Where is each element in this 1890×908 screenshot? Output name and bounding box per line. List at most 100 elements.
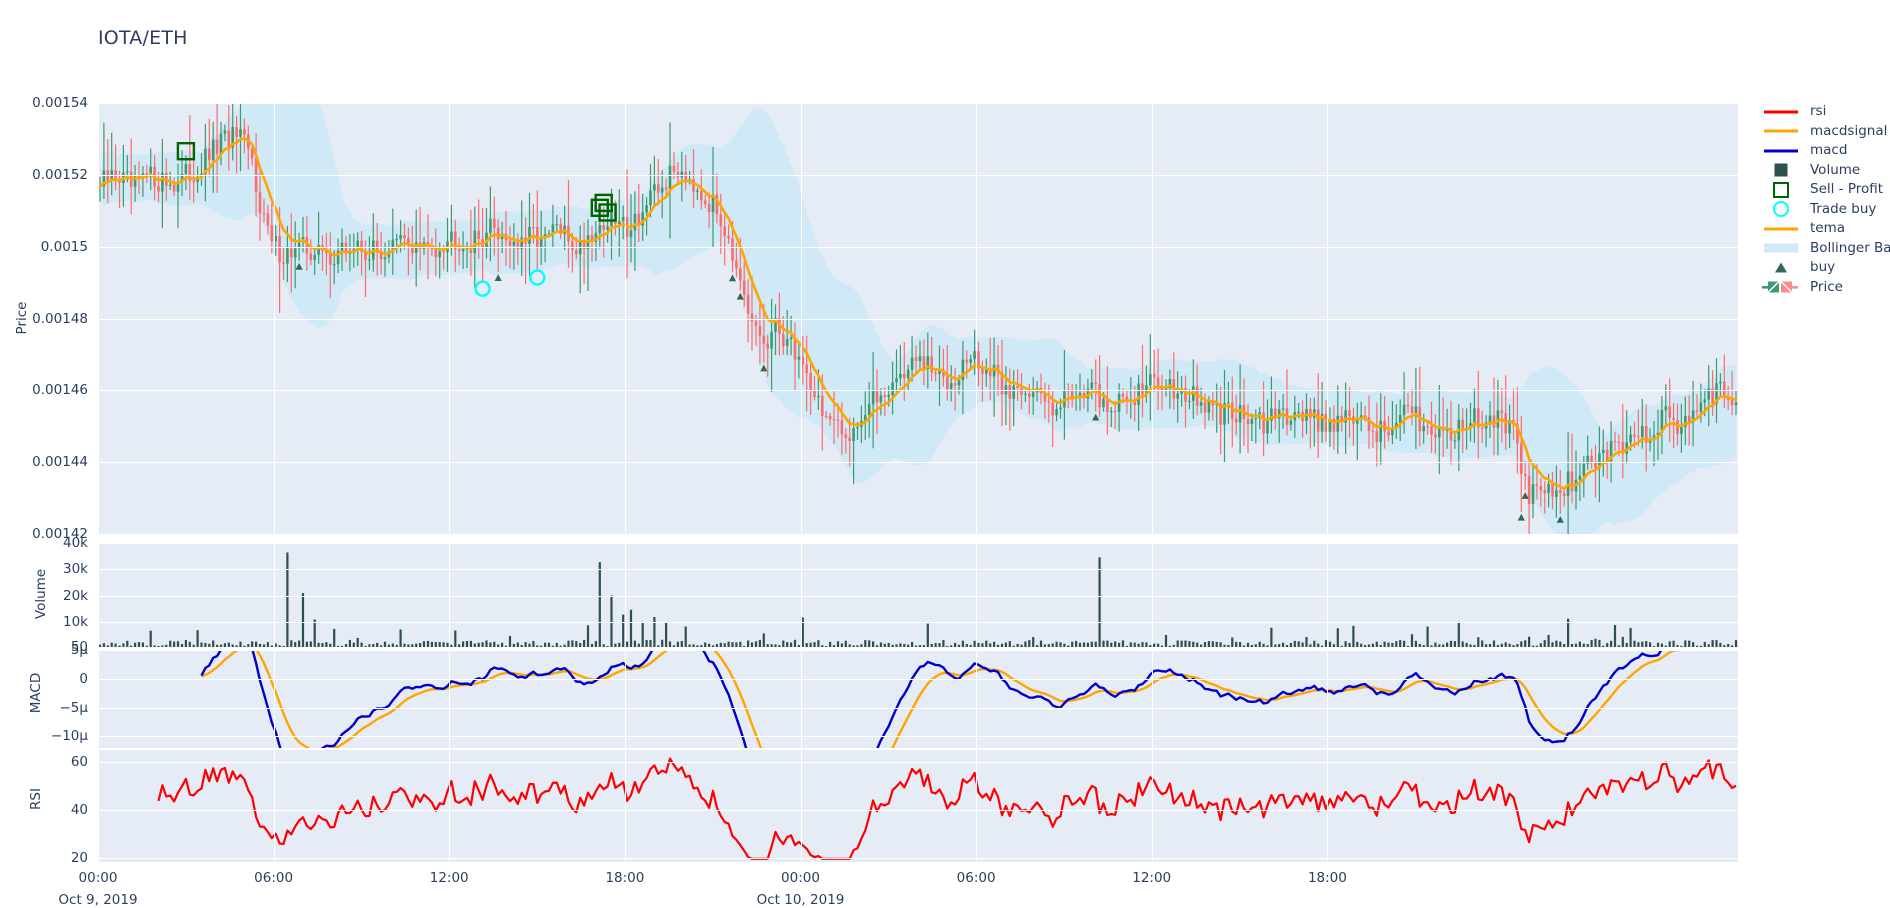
- volume-plot-area[interactable]: [98, 543, 1738, 648]
- price-ytick: 0.00152: [32, 166, 88, 183]
- legend-label: Sell - Profit: [1810, 181, 1884, 197]
- volume-ytick: 40k: [63, 535, 88, 551]
- volume-ytick: 20k: [63, 587, 88, 604]
- gridline-v: [449, 103, 451, 534]
- xtick: 00:00: [781, 870, 820, 886]
- legend-item-buy[interactable]: buy: [1760, 258, 1890, 278]
- gridline-v: [800, 543, 802, 648]
- macd-series-layer: [200, 650, 1696, 748]
- gridline-v: [449, 650, 451, 748]
- price-ytick: 0.00146: [32, 382, 88, 399]
- gridline-v: [624, 103, 626, 534]
- volume-axis-title: Volume: [33, 568, 49, 620]
- gridline-v: [976, 543, 978, 648]
- legend-item-sell-profit[interactable]: Sell - Profit: [1760, 180, 1890, 200]
- gridline-v: [98, 103, 99, 534]
- rsi-series-layer: [157, 757, 1737, 860]
- gridline-h: [98, 707, 1738, 709]
- gridline-v: [976, 650, 978, 748]
- xtick: 06:00: [956, 870, 996, 886]
- legend-label: Volume: [1810, 161, 1861, 178]
- gridline-h: [98, 647, 1738, 648]
- gridline-v: [98, 650, 99, 748]
- legend-item-price[interactable]: Price: [1760, 278, 1890, 298]
- gridline-h: [98, 650, 1738, 651]
- gridline-h: [98, 318, 1738, 320]
- gridline-v: [624, 543, 626, 648]
- gridline-v: [1327, 543, 1329, 648]
- legend-square-filled-icon: [1760, 161, 1802, 181]
- macd-ytick: 0: [79, 670, 88, 687]
- gridline-v: [976, 750, 978, 862]
- price-ytick: 0.00148: [32, 310, 88, 327]
- legend-item-volume[interactable]: Volume: [1760, 161, 1890, 181]
- gridline-v: [98, 750, 99, 862]
- gridline-v: [1327, 650, 1329, 748]
- volume-series-layer: [98, 552, 1738, 648]
- price-plot-area[interactable]: [98, 103, 1738, 534]
- xaxis-date-label: Oct 10, 2019: [756, 892, 845, 908]
- legend[interactable]: rsi macdsignal macd Volume Sell - Profit: [1760, 102, 1890, 297]
- macd-ytick: 5µ: [70, 642, 88, 658]
- legend-line-icon: [1760, 219, 1802, 239]
- legend-line-icon: [1760, 122, 1802, 142]
- rsi-ytick: 20: [70, 850, 88, 866]
- legend-label: Price: [1810, 278, 1843, 295]
- gridline-v: [1151, 543, 1153, 648]
- gridline-h: [98, 595, 1738, 597]
- gridline-v: [1151, 750, 1153, 862]
- gridline-v: [449, 750, 451, 862]
- legend-item-rsi[interactable]: rsi: [1760, 102, 1890, 122]
- legend-label: macdsignal: [1810, 122, 1888, 139]
- legend-line-icon: [1760, 141, 1802, 161]
- price-ytick: 0.00142: [32, 526, 88, 542]
- gridline-v: [624, 750, 626, 862]
- legend-line-icon: [1760, 102, 1802, 122]
- gridline-v: [449, 543, 451, 648]
- legend-label: rsi: [1810, 103, 1827, 119]
- xtick: 06:00: [254, 870, 294, 886]
- price-ytick: 0.0015: [40, 238, 88, 255]
- macd-plot-area[interactable]: [98, 650, 1738, 748]
- legend-item-macdsignal[interactable]: macdsignal: [1760, 122, 1890, 142]
- gridline-v: [800, 750, 802, 862]
- macd-ytick: −10µ: [50, 728, 88, 745]
- legend-label: tema: [1810, 220, 1846, 236]
- xtick: 12:00: [1132, 870, 1172, 886]
- xtick: 00:00: [78, 870, 118, 886]
- legend-label: Bollinger Band: [1810, 239, 1890, 256]
- legend-circle-open-icon: [1760, 200, 1802, 220]
- price-ytick: 0.00144: [32, 454, 88, 471]
- xtick: 18:00: [1307, 870, 1347, 886]
- volume-ytick: 30k: [63, 561, 88, 578]
- rsi-ytick: 60: [70, 754, 88, 770]
- legend-triangle-up-icon: [1760, 258, 1802, 278]
- legend-item-trade-buy[interactable]: Trade buy: [1760, 200, 1890, 220]
- gridline-h: [98, 174, 1738, 176]
- xaxis-date-label: Oct 9, 2019: [58, 892, 138, 908]
- gridline-h: [98, 621, 1738, 623]
- gridline-v: [273, 750, 275, 862]
- legend-item-macd[interactable]: macd: [1760, 141, 1890, 161]
- gridline-h: [98, 390, 1738, 392]
- legend-item-bollinger-band[interactable]: Bollinger Band: [1760, 239, 1890, 259]
- gridline-v: [273, 650, 275, 748]
- rsi-axis-title: RSI: [28, 788, 44, 810]
- volume-ytick: 10k: [63, 613, 88, 630]
- legend-label: buy: [1810, 259, 1836, 275]
- legend-label: Trade buy: [1810, 200, 1877, 217]
- gridline-h: [98, 810, 1738, 811]
- gridline-v: [273, 103, 275, 534]
- gridline-v: [1151, 650, 1153, 748]
- gridline-v: [1327, 750, 1329, 862]
- gridline-v: [273, 543, 275, 648]
- gridline-h: [98, 762, 1738, 763]
- gridline-h: [98, 462, 1738, 464]
- gridline-h: [98, 736, 1738, 738]
- gridline-v: [1327, 103, 1329, 534]
- volume-ytick: 50: [70, 639, 88, 655]
- rsi-plot-area[interactable]: [98, 750, 1738, 862]
- legend-item-tema[interactable]: tema: [1760, 219, 1890, 239]
- gridline-v: [624, 650, 626, 748]
